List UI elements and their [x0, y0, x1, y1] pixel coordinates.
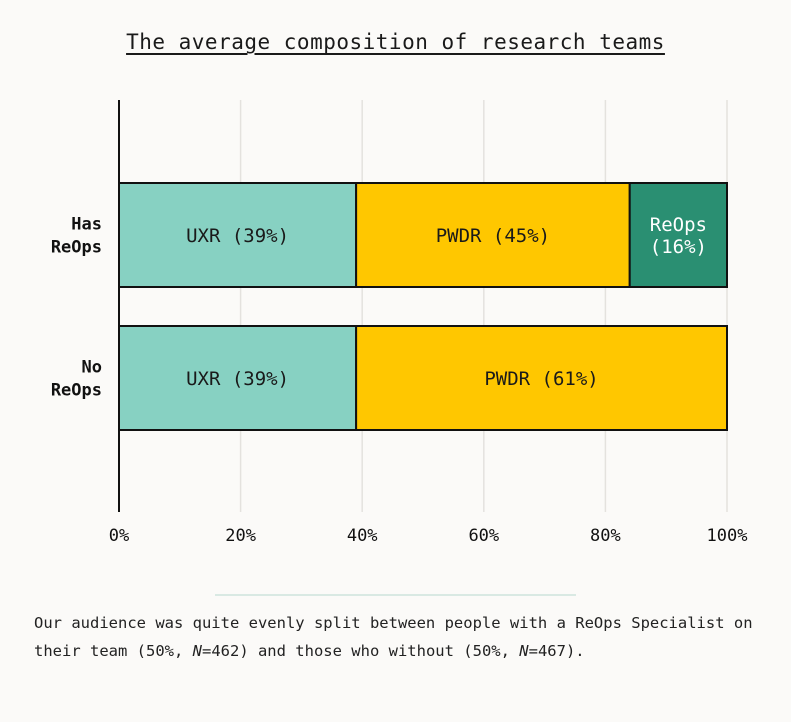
tick-label-80: 80%: [590, 526, 621, 546]
tick-label-60: 60%: [468, 526, 499, 546]
stacked-bar-chart: UXR (39%) PWDR (45%) ReOps(16%)HasReOpsUXR…: [51, 100, 748, 546]
caption-n2-label: N: [519, 642, 529, 660]
category-label-2-line2: ReOps: [51, 381, 102, 401]
segment-label-pwdr-2: PWDR (61%): [484, 368, 598, 390]
segment-label-reops-1-line2: (16%): [650, 236, 707, 258]
segment-label-reops-1-line1: ReOps: [650, 214, 707, 236]
category-label-1-line2: ReOps: [51, 238, 102, 258]
caption-n1-label: N: [192, 642, 202, 660]
bar-segment-pwdr-1: [355, 182, 631, 288]
caption-n2-value: =467: [528, 642, 566, 660]
category-label-2-line1: No: [82, 358, 102, 378]
segment-label-uxr-1: UXR (39%): [186, 225, 289, 247]
tick-label-0: 0%: [109, 526, 129, 546]
divider: [215, 594, 576, 596]
category-label-1-line1: Has: [71, 215, 102, 235]
caption-part3: ).: [565, 642, 585, 660]
segment-label-pwdr-1: PWDR (45%): [436, 225, 550, 247]
caption-n1-value: =462: [201, 642, 240, 660]
caption-part2: ) and those who without (50%,: [239, 642, 520, 660]
segment-label-uxr-2: UXR (39%): [186, 368, 289, 390]
chart-title: The average composition of research team…: [126, 30, 665, 54]
tick-label-100: 100%: [707, 526, 748, 546]
tick-label-40: 40%: [347, 526, 378, 546]
caption: Our audience was quite evenly split betw…: [34, 609, 764, 665]
caption-part1: Our audience was quite evenly split betw…: [34, 614, 753, 660]
bar-segment-reops-1: [628, 182, 728, 288]
tick-label-20: 20%: [225, 526, 256, 546]
bar-segment-pwdr-2: [355, 325, 728, 431]
